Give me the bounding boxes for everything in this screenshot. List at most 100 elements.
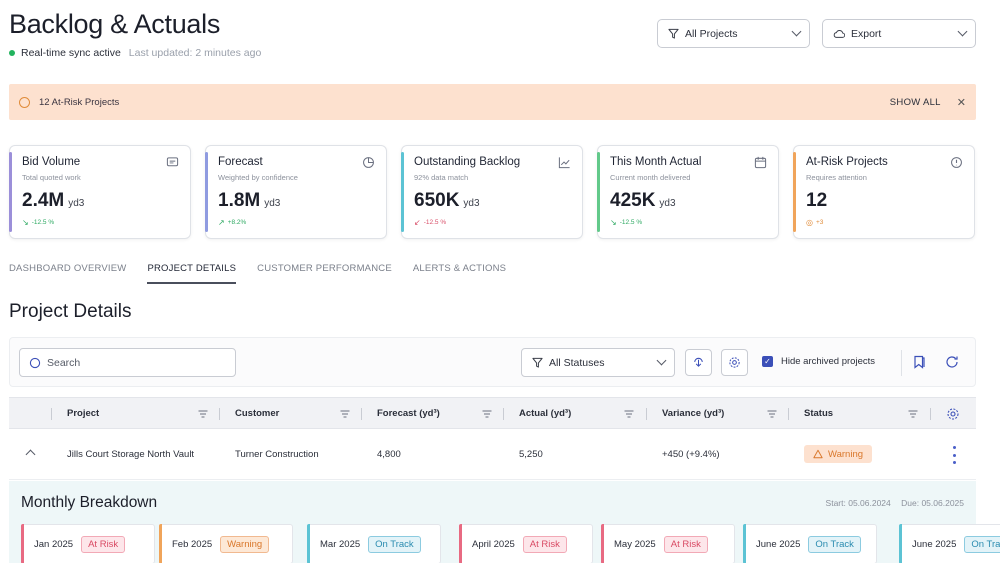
kpi-subtitle: Total quoted work xyxy=(22,173,81,182)
bookmark-icon[interactable] xyxy=(911,354,927,370)
tab-project-details[interactable]: PROJECT DETAILS xyxy=(147,263,237,284)
kpi-trend: ↙ -12.5 % xyxy=(414,218,447,227)
column-separator xyxy=(503,408,504,420)
settings-button[interactable] xyxy=(721,349,748,376)
month-status-badge: At Risk xyxy=(81,535,126,553)
table-toolbar: All Statuses ✓ Hide archived projects xyxy=(9,337,976,387)
column-header-forecast[interactable]: Forecast (yd³) xyxy=(377,408,440,419)
close-icon[interactable]: ✕ xyxy=(956,96,966,109)
cell-variance: +450 (+9.4%) xyxy=(662,449,720,460)
column-separator xyxy=(930,408,931,420)
search-input[interactable] xyxy=(47,356,217,369)
column-settings-icon[interactable] xyxy=(946,407,960,421)
kpi-title: Outstanding Backlog xyxy=(414,156,521,168)
month-card[interactable]: April 2025 At Risk xyxy=(459,524,593,563)
month-card[interactable]: June 2025 On Track xyxy=(899,524,1000,563)
column-filter-icon[interactable] xyxy=(198,409,208,419)
monthly-breakdown-panel: Monthly Breakdown Start: 05.06.2024 Due:… xyxy=(9,481,1000,563)
card-accent xyxy=(205,152,208,232)
breakdown-dates: Start: 05.06.2024 Due: 05.06.2025 xyxy=(818,498,964,508)
month-card[interactable]: Mar 2025 On Track xyxy=(307,524,441,563)
projects-filter-label: All Projects xyxy=(685,27,738,40)
month-label: Feb 2025 xyxy=(172,538,213,550)
hide-archived-toggle[interactable]: ✓ Hide archived projects xyxy=(762,356,875,367)
hide-archived-label: Hide archived projects xyxy=(781,356,875,367)
table-header: Project Customer Forecast (yd³) Actual (… xyxy=(9,397,976,429)
column-separator xyxy=(219,408,220,420)
row-actions-icon[interactable] xyxy=(949,446,959,464)
status-filter-label: All Statuses xyxy=(549,356,605,369)
column-header-project[interactable]: Project xyxy=(67,408,100,419)
breakdown-title: Monthly Breakdown xyxy=(21,494,158,511)
chevron-up-icon[interactable] xyxy=(25,449,36,460)
card-accent xyxy=(159,524,162,563)
pie-chart-icon xyxy=(363,157,374,168)
month-label: June 2025 xyxy=(756,538,801,550)
kpi-value: 12 xyxy=(806,190,828,211)
month-card[interactable]: June 2025 On Track xyxy=(743,524,877,563)
cell-forecast: 4,800 xyxy=(377,449,401,460)
month-card[interactable]: Jan 2025 At Risk xyxy=(21,524,155,563)
column-filter-icon[interactable] xyxy=(482,409,492,419)
calendar-icon xyxy=(754,156,767,169)
kpi-value: 2.4M xyxy=(22,190,65,211)
gear-icon xyxy=(729,357,740,368)
kpi-card-this-month-actual[interactable]: This Month Actual Current month delivere… xyxy=(597,145,779,239)
search-box[interactable] xyxy=(19,348,236,377)
tab-customer-performance[interactable]: CUSTOMER PERFORMANCE xyxy=(257,263,392,274)
chevron-down-icon xyxy=(957,26,968,37)
refresh-icon[interactable] xyxy=(944,354,960,370)
kpi-card-at-risk-projects[interactable]: At-Risk Projects Requires attention 12 ◎… xyxy=(793,145,975,239)
chat-icon xyxy=(166,157,179,167)
kpi-card-outstanding-backlog[interactable]: Outstanding Backlog 92% data match 650K y… xyxy=(401,145,583,239)
kpi-unit: yd3 xyxy=(68,198,85,209)
card-accent xyxy=(597,152,600,232)
table-row[interactable]: Jills Court Storage North Vault Turner C… xyxy=(9,429,976,480)
column-filter-icon[interactable] xyxy=(908,409,918,419)
filter-icon xyxy=(532,357,543,368)
card-accent xyxy=(743,524,746,563)
toolbar-divider xyxy=(901,350,902,376)
month-status-badge: At Risk xyxy=(522,535,567,553)
kpi-value: 425K xyxy=(610,190,656,211)
tab-dashboard-overview[interactable]: DASHBOARD OVERVIEW xyxy=(9,263,127,274)
kpi-unit: yd3 xyxy=(463,198,480,209)
show-all-button[interactable]: SHOW ALL xyxy=(889,96,941,108)
kpi-title: Forecast xyxy=(218,156,263,168)
card-accent xyxy=(9,152,12,232)
due-date: Due: 05.06.2025 xyxy=(901,498,964,508)
month-status-badge: On Track xyxy=(808,535,861,553)
projects-filter-dropdown[interactable]: All Projects xyxy=(657,19,810,48)
column-header-variance[interactable]: Variance (yd³) xyxy=(662,408,725,419)
start-date: Start: 05.06.2024 xyxy=(825,498,891,508)
kpi-card-forecast[interactable]: Forecast Weighted by confidence 1.8M yd3 … xyxy=(205,145,387,239)
page-title: Backlog & Actuals xyxy=(9,9,221,39)
kpi-trend: ↗ +8.2% xyxy=(218,218,247,227)
kpi-title: At-Risk Projects xyxy=(806,156,888,168)
status-filter-dropdown[interactable]: All Statuses xyxy=(521,348,675,377)
export-dropdown[interactable]: Export xyxy=(822,19,976,48)
alert-text: 12 At-Risk Projects xyxy=(39,96,120,108)
column-filter-icon[interactable] xyxy=(340,409,350,419)
column-header-customer[interactable]: Customer xyxy=(235,408,280,419)
kpi-subtitle: 92% data match xyxy=(414,173,469,182)
month-label: May 2025 xyxy=(614,538,656,550)
tab-alerts-actions[interactable]: ALERTS & ACTIONS xyxy=(412,263,507,274)
column-filter-icon[interactable] xyxy=(624,409,634,419)
card-accent xyxy=(401,152,404,232)
kpi-unit: yd3 xyxy=(659,198,676,209)
search-icon xyxy=(29,357,41,368)
column-header-status[interactable]: Status xyxy=(804,408,834,419)
column-filter-icon[interactable] xyxy=(767,409,777,419)
kpi-title: Bid Volume xyxy=(22,156,81,168)
column-separator xyxy=(646,408,647,420)
hide-archived-checkbox[interactable]: ✓ xyxy=(762,356,773,367)
kpi-card-bid-volume[interactable]: Bid Volume Total quoted work 2.4M yd3 ↘ -1… xyxy=(9,145,191,239)
column-header-actual[interactable]: Actual (yd³) xyxy=(519,408,572,419)
share-button[interactable] xyxy=(685,349,712,376)
month-card[interactable]: May 2025 At Risk xyxy=(601,524,735,563)
kpi-value: 650K xyxy=(414,190,460,211)
month-card[interactable]: Feb 2025 Warning xyxy=(159,524,293,563)
column-separator xyxy=(51,408,52,420)
warning-dot-icon: ◎ xyxy=(806,218,813,227)
